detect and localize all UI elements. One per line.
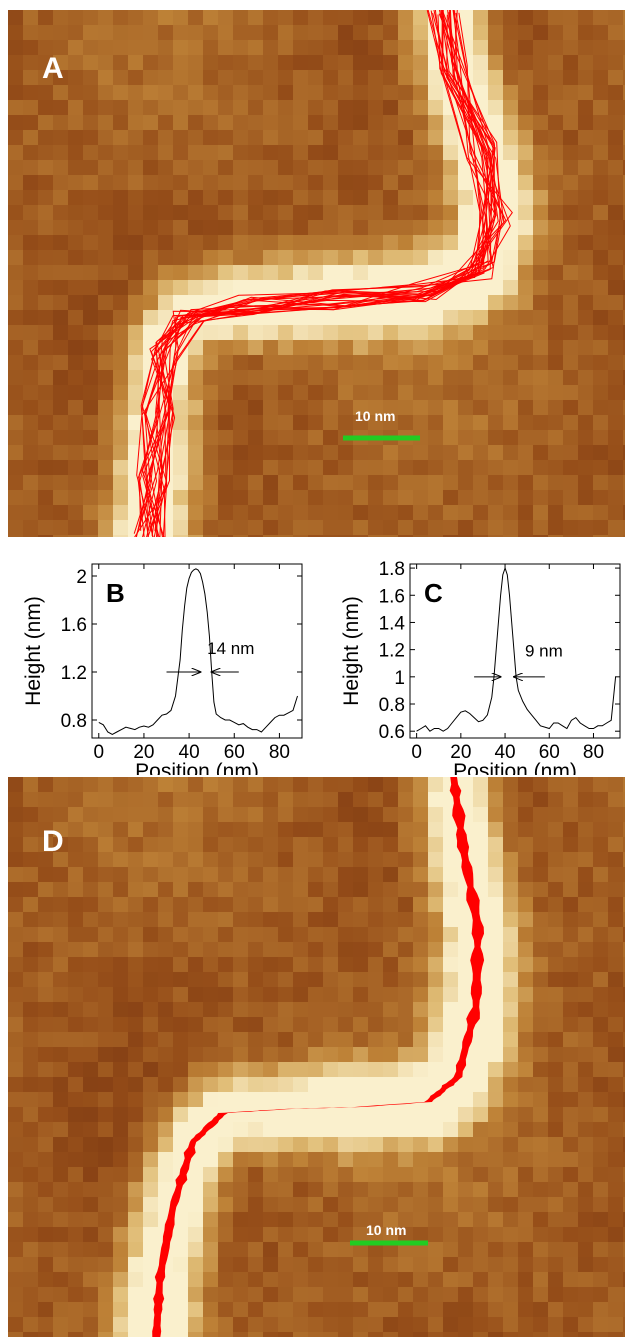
y-tick-label: 1.8 [379,559,405,580]
x-tick-label: 40 [179,742,200,763]
height-profile-chart-c: 0 20 40 60 80 0.6 0.8 1 1.2 1.4 1.6 1.8 9 nm C Positio… [340,559,621,783]
y-tick-label: 2 [76,567,87,588]
x-tick-label: 20 [450,742,471,763]
heightmap-pixels [8,10,625,537]
contour-trace [136,12,507,537]
afm-image-panel-a: A 10 nm [8,10,625,537]
x-tick-label: 80 [583,742,604,763]
x-tick-label: 0 [93,742,104,763]
panel-label-d: D [42,825,64,858]
y-tick-label: 1.6 [61,615,87,636]
y-axis-label: Height (nm) [22,596,45,706]
contour-trace [155,10,494,537]
y-tick-label: 0.6 [379,722,405,743]
x-axis-label: Position (nm) [135,760,259,775]
x-tick-label: 20 [133,742,154,763]
scale-bar-label-d: 10 nm [366,1222,407,1238]
y-axis-label: Height (nm) [340,596,363,706]
afm-image-panel-d: D 10 nm [8,777,625,1337]
contour-trace [154,10,481,532]
contour-trace [139,10,488,537]
x-tick-label: 60 [539,742,560,763]
heightmap-pixels [8,777,625,1337]
fwhm-annotation: 9 nm [525,641,563,660]
x-tick-label: 40 [494,742,515,763]
plot-frame [409,563,621,739]
profile-line [416,566,617,732]
afm-heightmap-d [8,777,625,1337]
x-tick-label: 60 [224,742,245,763]
contour-trace [135,10,497,537]
x-tick-label: 0 [411,742,422,763]
x-axis-label: Position (nm) [453,760,577,775]
height-profile-c: 0 20 40 60 80 0.6 0.8 1 1.2 1.4 1.6 1.8 9 nm C Positio… [318,550,628,783]
profile-line [98,568,298,735]
y-tick-label: 1.4 [379,613,406,634]
panel-label: C [424,578,443,608]
height-profile-chart-b: 0 20 40 60 80 0.8 1.2 1.6 2 14 nm B Position (nm) He… [22,563,303,783]
plot-frame [91,563,303,739]
panel-label: B [106,578,125,608]
y-tick-label: 1 [394,668,405,689]
panel-label-a: A [42,52,64,85]
contour-trace [146,12,504,537]
y-tick-label: 0.8 [379,695,405,716]
fwhm-annotation: 14 nm [207,639,254,658]
afm-heightmap-a [8,10,625,537]
y-tick-label: 1.2 [61,663,87,684]
scale-bar-label-a: 10 nm [355,408,396,424]
y-tick-label: 1.6 [379,586,405,607]
y-tick-label: 0.8 [61,711,87,732]
x-tick-label: 80 [269,742,290,763]
y-tick-label: 1.2 [379,641,405,662]
height-profile-b: 0 20 40 60 80 0.8 1.2 1.6 2 14 nm B Position (nm) He… [0,550,310,783]
contour-trace [141,12,502,537]
